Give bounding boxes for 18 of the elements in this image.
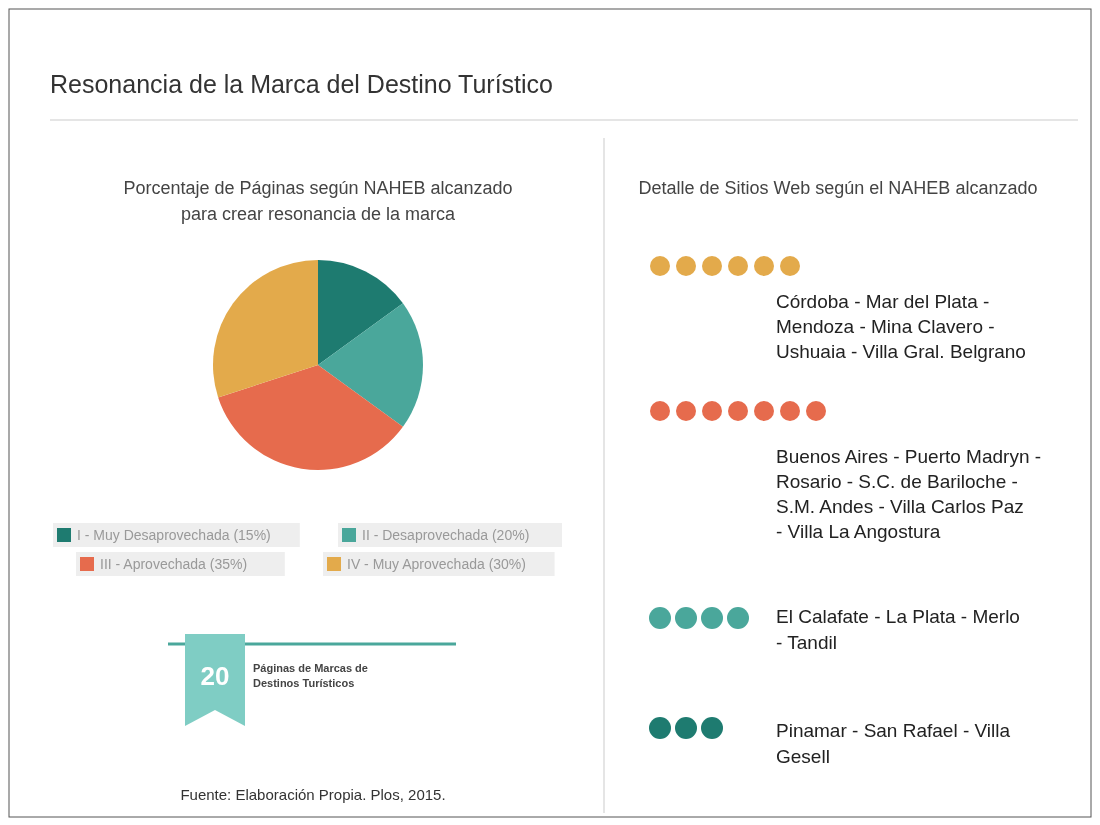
text: 20 bbox=[200, 661, 230, 691]
text: Buenos Aires - Puerto Madryn - Rosario - S.C. de Bariloche - S.M. Andes - Villa Carlos Paz - Villa La Angostura bbox=[776, 446, 1042, 542]
text: Pinamar - San Rafael - Villa Gesell bbox=[776, 720, 1011, 767]
legend-label: IV - Muy Aprovechada (30%) bbox=[347, 556, 526, 572]
source-note: Fuente: Elaboración Propia. Plos, 2015. bbox=[180, 786, 446, 803]
text: El Calafate - La Plata - Merlo - Tandil bbox=[776, 606, 1020, 653]
pie-slice bbox=[318, 260, 403, 365]
pie-slice bbox=[213, 260, 318, 398]
pie-slice bbox=[318, 303, 423, 427]
text: Córdoba - Mar del Plata - Mendoza - Mina Clavero - Ushuaia - Villa Gral. Belgrano bbox=[776, 291, 1026, 362]
legend-label: II - Desaprovechada (20%) bbox=[362, 527, 530, 543]
legend-label: III - Aprovechada (35%) bbox=[100, 556, 248, 572]
legend-label: I - Muy Desaprovechada (15%) bbox=[77, 527, 271, 543]
text: Páginas de Marcas de Destinos Turísticos bbox=[253, 662, 368, 689]
text: Detalle de Sitios Web según el NAHEB alcanzado bbox=[638, 178, 1038, 198]
pie-slice bbox=[218, 365, 403, 470]
chart-subtitle: Porcentaje de Páginas según NAHEB alcanzado para crear resonancia de la marca bbox=[123, 178, 513, 224]
chart-title: Resonancia de la Marca del Destino Turístico bbox=[50, 70, 554, 98]
